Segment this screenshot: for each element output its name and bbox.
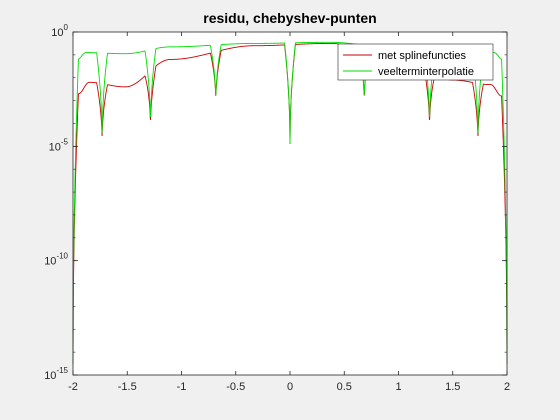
x-tick-label: 0.5 bbox=[337, 381, 352, 393]
y-tick-label: 10-15 bbox=[44, 366, 68, 382]
x-tick-label: 1 bbox=[395, 381, 401, 393]
x-axis: -2 -1.5 -1 -0.5 0 0.5 1 1.5 2 bbox=[68, 32, 510, 393]
y-tick-label: 10-10 bbox=[44, 252, 68, 268]
legend: met splinefuncties veelterminterpolatie bbox=[337, 43, 494, 81]
axes-frame bbox=[72, 31, 508, 376]
y-axis: 10-15 10-10 10-5 100 bbox=[44, 23, 507, 382]
x-tick-label: 2 bbox=[504, 381, 510, 393]
plot-area bbox=[73, 32, 507, 375]
x-tick-label: -2 bbox=[68, 381, 78, 393]
x-tick-label: 0 bbox=[287, 381, 293, 393]
legend-box bbox=[337, 43, 494, 81]
x-tick-label: -1.5 bbox=[118, 381, 137, 393]
y-tick-label: 100 bbox=[51, 23, 68, 39]
x-tick-label: -0.5 bbox=[226, 381, 245, 393]
chart-title: residu, chebyshev-punten bbox=[203, 10, 376, 26]
y-tick-label: 10-5 bbox=[49, 137, 69, 153]
legend-label-veelterminterpolatie: veelterminterpolatie bbox=[378, 66, 474, 78]
x-tick-label: 1.5 bbox=[445, 381, 460, 393]
x-tick-label: -1 bbox=[177, 381, 187, 393]
legend-label-splinefuncties: met splinefuncties bbox=[378, 50, 467, 62]
